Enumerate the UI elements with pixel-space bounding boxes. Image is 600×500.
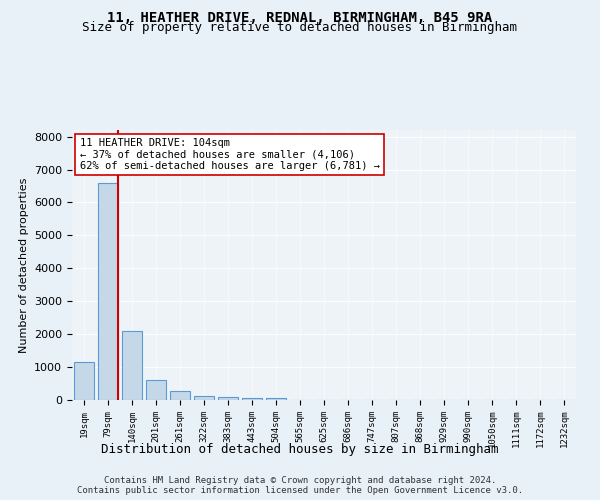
Text: Size of property relative to detached houses in Birmingham: Size of property relative to detached ho… (83, 22, 517, 35)
Text: Contains HM Land Registry data © Crown copyright and database right 2024.: Contains HM Land Registry data © Crown c… (104, 476, 496, 485)
Text: Contains public sector information licensed under the Open Government Licence v3: Contains public sector information licen… (77, 486, 523, 495)
Text: 11 HEATHER DRIVE: 104sqm
← 37% of detached houses are smaller (4,106)
62% of sem: 11 HEATHER DRIVE: 104sqm ← 37% of detach… (80, 138, 380, 172)
Bar (218, 398, 238, 400)
Text: 11, HEATHER DRIVE, REDNAL, BIRMINGHAM, B45 9RA: 11, HEATHER DRIVE, REDNAL, BIRMINGHAM, B… (107, 11, 493, 25)
Bar (146, 380, 166, 400)
Bar (242, 398, 262, 400)
Bar (170, 391, 190, 400)
Bar (98, 182, 118, 400)
Text: Distribution of detached houses by size in Birmingham: Distribution of detached houses by size … (101, 442, 499, 456)
Bar (194, 396, 214, 400)
Bar (74, 362, 94, 400)
Y-axis label: Number of detached properties: Number of detached properties (19, 178, 29, 352)
Bar (266, 398, 286, 400)
Bar (122, 331, 142, 400)
